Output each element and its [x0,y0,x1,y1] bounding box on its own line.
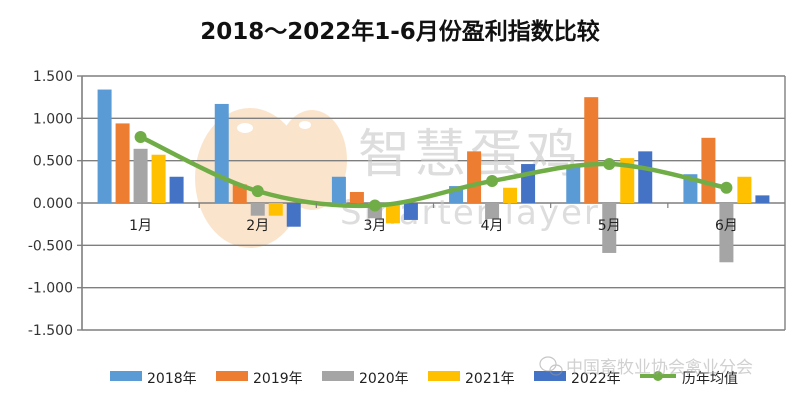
bar [755,195,770,203]
bar [602,203,617,253]
bar [467,151,482,203]
legend-label: 2019年 [253,371,303,387]
average-line [134,130,733,212]
x-category-label: 5月 [598,218,621,234]
bar [566,165,581,203]
svg-text:中国畜牧业协会禽业分会: 中国畜牧业协会禽业分会 [566,358,753,378]
legend-label: 2018年 [147,371,197,387]
bar [133,148,148,203]
x-category-label: 2月 [246,218,269,234]
wechat-icon [539,356,563,376]
watermark-source: 中国畜牧业协会禽业分会 [539,356,753,378]
bar [584,97,599,203]
bar [115,123,130,203]
bar [385,203,400,224]
legend-label: 历年均值 [682,371,738,387]
bar [97,89,112,203]
bar [485,203,500,220]
chart-title: 2018～2022年1-6月份盈利指数比较 [200,19,600,45]
y-tick-label: 1.500 [33,69,73,85]
legend-label: 2020年 [359,371,409,387]
average-marker [368,199,381,212]
average-marker [134,130,147,143]
bar [331,176,346,203]
bar [286,203,301,227]
y-tick-label: -1.000 [28,281,73,297]
bar [403,203,418,220]
bar [169,176,184,203]
legend-swatch [216,371,248,381]
bar [250,203,265,216]
axes: 1.500 1.000 0.500 0.000 -0.500 -1.000 -1.500 1月… [28,69,786,339]
legend-swatch [428,371,460,381]
legend-swatch [322,371,354,381]
x-category-label: 3月 [363,218,386,234]
bar [349,191,364,203]
bar [620,158,635,203]
bar [638,151,653,203]
x-category-label: 6月 [715,218,738,234]
legend: 2018年 2019年 2020年 2021年 2022年 历年均值 [110,371,738,387]
average-marker [603,158,616,171]
bar [151,154,166,203]
average-marker [720,181,733,194]
y-tick-label: 0.500 [33,154,73,170]
bar [503,187,518,203]
y-tick-label: -1.500 [28,323,73,339]
bar [232,184,247,203]
bar [214,103,229,203]
legend-label: 2022年 [571,371,621,387]
bar [521,164,536,203]
bar [268,203,283,216]
bar [701,137,716,203]
average-marker [486,174,499,187]
legend-swatch [110,371,142,381]
legend-marker [653,371,663,381]
y-tick-label: -0.500 [28,238,73,254]
y-tick-label: 1.000 [33,111,73,127]
y-tick-label: 0.000 [33,196,73,212]
x-category-label: 1月 [129,218,152,234]
average-marker [251,185,264,198]
legend-label: 2021年 [465,371,515,387]
bar [737,176,752,203]
x-category-label: 4月 [481,218,504,234]
bar-series [97,89,770,263]
legend-swatch [534,371,566,381]
bar [719,203,734,263]
